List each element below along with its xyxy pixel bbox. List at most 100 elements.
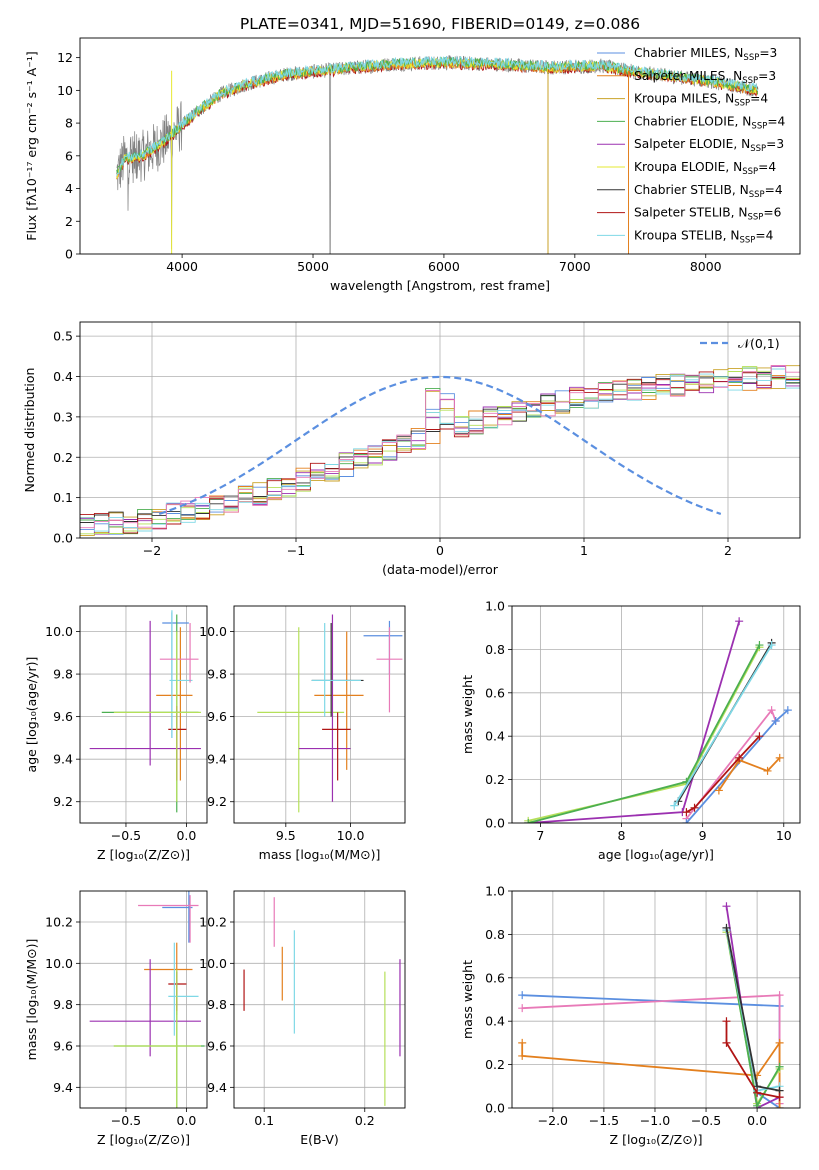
x-tick-label: 8000 [690, 259, 722, 274]
y-tick-label: 12 [57, 50, 73, 65]
x-tick-label: 0.0 [747, 1113, 767, 1128]
x-tick-label: 5000 [297, 259, 329, 274]
y-tick-label: 0.0 [485, 816, 505, 831]
x-tick-label: 4000 [166, 259, 198, 274]
y-tick-label: 0.4 [485, 1014, 505, 1029]
legend-count: =4 [765, 183, 783, 197]
mass-weight-marker [775, 1093, 784, 1102]
mass-weight-marker [767, 641, 776, 650]
mass-weight-marker [690, 803, 699, 812]
y-tick-label: 9.4 [53, 1080, 73, 1095]
y-tick-label: 4 [65, 181, 73, 196]
x-tick-label: 8 [618, 828, 626, 843]
x-tick-label: 10.0 [337, 828, 365, 843]
y-axis-label: mass weight [460, 675, 475, 754]
y-tick-label: 10.0 [45, 624, 73, 639]
mass-weight-marker [524, 819, 533, 823]
x-axis-label: mass [log₁₀(M/M⊙)] [259, 847, 381, 862]
mass-weight-marker [775, 1062, 784, 1071]
legend-subscript: SSP [751, 121, 767, 131]
mass-weight-marker [682, 819, 691, 823]
legend-subscript: SSP [747, 213, 763, 223]
legend-entry: Chabrier ELODIE, NSSP=4 [634, 114, 786, 131]
y-tick-label: 9.6 [53, 709, 73, 724]
plot-area-mass_weight_vs_age [524, 617, 792, 823]
legend-entry: Kroupa ELODIE, NSSP=4 [634, 160, 776, 177]
panel-mass_weight_vs_z: −2.0 −1.5 −1.0 −0.5 0.0 0.0 0.2 0.4 0.6 0.8 1.0 Z [… [460, 884, 801, 1147]
mass-weight-marker [518, 991, 527, 1000]
y-tick-label: 9.8 [207, 997, 227, 1012]
x-tick-label: −2.0 [538, 1113, 568, 1128]
y-tick-label: 8 [65, 116, 73, 131]
y-tick-label: 9.4 [207, 1080, 227, 1095]
y-tick-label: 9.4 [207, 752, 227, 767]
mass-weight-marker [735, 617, 744, 626]
plot-area-mass_vs_z [89, 891, 205, 1108]
x-tick-label: 7000 [559, 259, 591, 274]
panel-mass_vs_ebv: 0.1 0.2 9.4 9.6 9.8 10.0 10.2 E(B-V) [199, 890, 406, 1147]
x-tick-label: −0.5 [111, 1113, 141, 1128]
mass-weight-marker [518, 1051, 527, 1060]
legend-entry: 𝒩(0,1) [738, 336, 780, 351]
y-tick-label: 0.2 [485, 1057, 505, 1072]
y-tick-label: 9.2 [207, 794, 227, 809]
histogram-chabrier_stelib [80, 368, 800, 523]
legend-count: =4 [755, 228, 773, 242]
panel-residuals: −2 −1 0 1 2 0.0 0.1 0.2 0.3 0.4 0.5 (data-model)/er… [22, 321, 801, 577]
x-tick-label: −0.5 [111, 828, 141, 843]
y-axis-label: age [log₁₀(age/yr)] [24, 657, 39, 773]
mass-weight-marker [722, 902, 731, 911]
axes-frame [233, 605, 406, 824]
plot-area-age_vs_z [89, 610, 201, 813]
panel-age_vs_z: −0.5 0.0 9.2 9.4 9.6 9.8 10.0 Z [log₁₀(Z/Z⊙)] ag… [24, 605, 208, 862]
legend-subscript: SSP [749, 190, 765, 200]
axes-frame [511, 605, 801, 824]
legend-entry: Kroupa STELIB, NSSP=4 [634, 228, 774, 245]
y-tick-label: 9.8 [53, 667, 73, 682]
panel-age_vs_mass: 9.5 10.0 9.2 9.4 9.6 9.8 10.0 mass [log₁₀(M/M⊙)… [199, 605, 406, 862]
figure-title: PLATE=0341, MJD=51690, FIBERID=0149, z=0… [240, 15, 640, 33]
y-tick-label: 0.6 [485, 685, 505, 700]
x-tick-label: 0.0 [176, 828, 196, 843]
y-tick-label: 1.0 [485, 884, 505, 899]
mass-weight-marker [775, 1038, 784, 1047]
plot-area-age_vs_mass [257, 614, 403, 813]
mass-weight-series-lime [527, 646, 761, 822]
x-tick-label: −1.0 [640, 1113, 670, 1128]
data-spectrum-line [116, 55, 759, 254]
mass-weight-marker [682, 808, 691, 817]
mass-weight-marker [714, 786, 723, 795]
mass-weight-marker [518, 1038, 527, 1047]
x-tick-label: 10 [776, 828, 792, 843]
mass-weight-marker [755, 641, 764, 650]
panel-mass_vs_z: −0.5 0.0 9.4 9.6 9.8 10.0 10.2 Z [log₁₀(Z/Z⊙)] m… [24, 890, 208, 1147]
x-tick-label: 0 [436, 543, 444, 558]
mass-weight-marker [775, 753, 784, 762]
x-axis-label: Z [log₁₀(Z/Z⊙)] [610, 1132, 703, 1147]
y-tick-label: 0.4 [53, 369, 73, 384]
mass-weight-marker [753, 1088, 762, 1097]
spectrum-legend: Chabrier MILES, NSSP=3 Salpeter MILES, NS… [597, 46, 786, 245]
x-tick-label: 2 [724, 543, 732, 558]
y-tick-label: 0.8 [485, 927, 505, 942]
legend-count: =3 [766, 137, 784, 151]
y-tick-label: 0.0 [53, 531, 73, 546]
legend-subscript: SSP [743, 53, 759, 63]
axes-frame [79, 890, 208, 1109]
legend-count: =4 [767, 114, 785, 128]
model-spectrum-kroupa_stelib [116, 55, 759, 177]
y-tick-label: 0.4 [485, 729, 505, 744]
histogram-salpeter_stelib [80, 371, 800, 534]
legend-entry: Chabrier STELIB, NSSP=4 [634, 183, 783, 200]
x-tick-label: 9.5 [276, 828, 296, 843]
legend-subscript: SSP [750, 144, 766, 154]
y-tick-label: 9.8 [53, 997, 73, 1012]
y-tick-label: 10.2 [45, 915, 73, 930]
y-axis-label: Flux [fλ10⁻¹⁷ erg cm⁻² s⁻¹ A⁻¹] [24, 51, 39, 240]
axes-frame [79, 321, 801, 539]
legend-count: =3 [758, 69, 776, 83]
x-tick-label: 0.1 [254, 1113, 274, 1128]
mass-weight-series-salpeter_elodie [725, 906, 780, 1108]
legend-entry: Chabrier MILES, NSSP=3 [634, 46, 777, 63]
y-tick-label: 10.0 [45, 956, 73, 971]
